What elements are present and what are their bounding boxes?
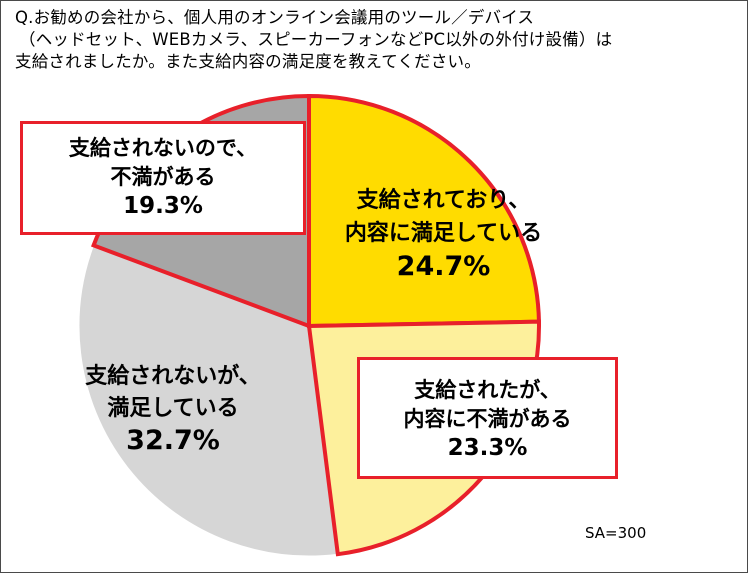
question-text: Q.お勧めの会社から、個人用のオンライン会議用のツール／デバイス （ヘッドセット… [15,7,740,73]
slice-label-not-supplied-satisfied: 支給されないが、 満足している 32.7% [53,361,293,457]
slice-label-line2: 不満がある [110,165,216,189]
question-line-3: 支給されましたか。また支給内容の満足度を教えてください。 [15,52,481,71]
slice-label-line2: 満足している [107,396,239,421]
callout-not-supplied-dissatisfied: 支給されないので、 不満がある 19.3% [20,121,306,235]
question-line-1: Q.お勧めの会社から、個人用のオンライン会議用のツール／デバイス [15,8,535,27]
sample-size: SA=300 [585,524,647,542]
slice-label-line1: 支給されており、 [356,188,531,213]
slice-label-line2: 内容に満足している [344,221,543,246]
slice-value-label: 19.3% [123,193,203,219]
slice-label-line1: 支給されたが、 [414,378,561,402]
slice-value-label: 23.3% [447,435,528,461]
slice-label-supplied-satisfied: 支給されており、 内容に満足している 24.7% [321,184,566,283]
pie-slice-not-supplied-satisfied [78,244,339,557]
question-line-2: （ヘッドセット、WEBカメラ、スピーカーフォンなどPC以外の外付け設備）は [19,30,613,49]
slice-label-line1: 支給されないが、 [85,364,261,389]
callout-supplied-dissatisfied: 支給されたが、 内容に不満がある 23.3% [357,357,618,479]
pie-slice-supplied-satisfied [307,93,541,329]
slice-label-line1: 支給されないので、 [68,136,258,160]
slice-label-line2: 内容に不満がある [403,407,572,431]
slice-value-label: 24.7% [396,251,491,282]
slice-value-label: 32.7% [126,425,220,456]
